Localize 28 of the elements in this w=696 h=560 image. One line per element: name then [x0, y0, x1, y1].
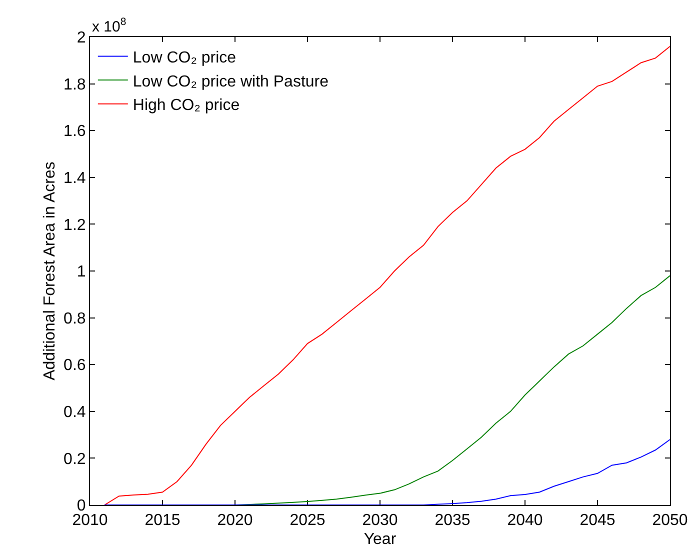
line-series [104, 46, 670, 505]
x-tick-label: 2030 [362, 512, 398, 530]
legend-label: Low CO₂ price [132, 49, 236, 66]
x-tick-label: 2050 [652, 512, 688, 530]
x-tick-label: 2020 [217, 512, 253, 530]
x-tick-label: 2015 [144, 512, 180, 530]
line-series [104, 438, 670, 505]
text: x 10$^{8}$ [92, 16, 126, 36]
y-tick-label: 0.6 [64, 357, 86, 374]
x-tick-label: 2045 [580, 512, 616, 530]
y-tick-label: 2 [76, 30, 86, 47]
y-tick-label: 1.8 [64, 76, 86, 94]
y-tick-label: 1 [76, 264, 86, 281]
y-tick-label: 1.6 [64, 123, 86, 140]
legend-label: High CO₂ price [132, 97, 240, 114]
y-tick-label: 0.4 [64, 404, 86, 421]
x-axis-title: Year [364, 530, 397, 548]
legend-label: Low CO₂ price with Pasture [132, 73, 329, 90]
x-tick-label: 2035 [434, 512, 470, 530]
x-tick-label: 2040 [507, 512, 543, 530]
y-tick-label: 1.4 [64, 170, 86, 187]
y-axis-title: Additional Forest Area in Acres [41, 162, 58, 380]
y-tick-label: 0 [76, 498, 86, 515]
y-tick-label: 1.2 [64, 216, 86, 234]
y-tick-label: 0.8 [64, 310, 86, 328]
y-tick-label: 0.2 [64, 450, 86, 468]
x-tick-label: 2010 [72, 512, 108, 530]
x-tick-label: 2025 [290, 512, 326, 530]
